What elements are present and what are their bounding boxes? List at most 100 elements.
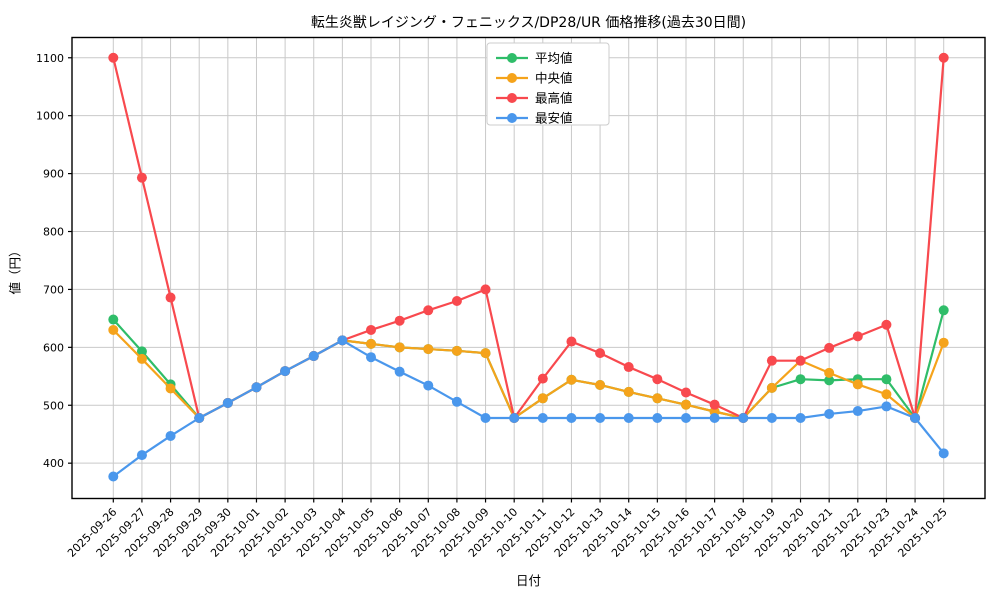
data-point-最安値: [824, 408, 835, 419]
series-line-平均値: [112, 309, 945, 420]
data-point-中央値: [623, 386, 634, 397]
data-point-最安値: [394, 366, 405, 377]
legend-label: 中央値: [535, 71, 573, 86]
data-point-平均値: [938, 305, 949, 316]
data-point-最高値: [366, 324, 377, 335]
data-point-最高値: [938, 52, 949, 63]
data-point-最高値: [480, 284, 491, 295]
legend-swatch-marker: [507, 93, 517, 103]
data-point-最安値: [136, 450, 147, 461]
data-point-中央値: [165, 383, 176, 394]
data-point-最安値: [881, 401, 892, 412]
data-point-中央値: [366, 338, 377, 349]
data-point-中央値: [766, 382, 777, 393]
data-point-最安値: [938, 448, 949, 459]
data-point-最安値: [222, 397, 233, 408]
legend-swatch-marker: [507, 53, 517, 63]
data-point-最高値: [136, 172, 147, 183]
data-point-中央値: [595, 379, 606, 390]
x-axis-label: 日付: [515, 573, 541, 588]
data-point-最安値: [766, 412, 777, 423]
data-point-最安値: [423, 380, 434, 391]
y-tick-label: 1000: [36, 110, 64, 123]
data-point-最安値: [366, 352, 377, 363]
y-tick-label: 1100: [36, 52, 64, 65]
data-point-最高値: [394, 315, 405, 326]
y-tick-label: 700: [43, 283, 64, 296]
data-point-最安値: [451, 396, 462, 407]
legend-box: [486, 42, 610, 126]
data-point-最安値: [595, 412, 606, 423]
chart-title: 転生炎獣レイジング・フェニックス/DP28/UR 価格推移(過去30日間): [310, 15, 747, 31]
data-point-最安値: [652, 412, 663, 423]
data-point-最高値: [652, 374, 663, 385]
data-point-最安値: [480, 412, 491, 423]
y-axis-label: 値（円）: [7, 244, 23, 295]
data-point-中央値: [136, 353, 147, 364]
data-point-最高値: [537, 373, 548, 384]
data-point-最安値: [566, 412, 577, 423]
legend-swatch-marker: [507, 113, 517, 123]
data-point-最高値: [795, 355, 806, 366]
data-point-平均値: [108, 314, 119, 325]
y-tick-label: 600: [43, 341, 64, 354]
data-point-最安値: [509, 412, 520, 423]
data-point-最安値: [680, 412, 691, 423]
data-point-最安値: [709, 412, 720, 423]
data-point-最高値: [852, 331, 863, 342]
legend-label: 最高値: [535, 91, 573, 106]
data-point-最安値: [165, 430, 176, 441]
data-point-最安値: [194, 412, 205, 423]
y-tick-label: 800: [43, 226, 64, 239]
data-point-中央値: [938, 337, 949, 348]
data-point-中央値: [824, 367, 835, 378]
data-point-中央値: [537, 393, 548, 404]
data-point-最高値: [623, 362, 634, 373]
data-point-中央値: [680, 399, 691, 410]
data-point-最安値: [738, 412, 749, 423]
data-point-最安値: [852, 406, 863, 417]
data-point-最高値: [824, 342, 835, 353]
data-point-中央値: [108, 324, 119, 335]
data-point-平均値: [795, 374, 806, 385]
plot-border: [71, 36, 986, 500]
data-point-最安値: [308, 351, 319, 362]
data-point-最高値: [881, 319, 892, 330]
data-point-最高値: [451, 296, 462, 307]
data-point-中央値: [652, 393, 663, 404]
y-tick-label: 400: [43, 457, 64, 470]
data-point-最安値: [251, 382, 262, 393]
data-point-中央値: [394, 342, 405, 353]
data-point-平均値: [136, 346, 147, 357]
data-point-最高値: [566, 336, 577, 347]
data-point-中央値: [852, 379, 863, 390]
data-point-最高値: [766, 355, 777, 366]
data-point-最安値: [337, 335, 348, 346]
data-point-最安値: [108, 471, 119, 482]
data-point-平均値: [824, 375, 835, 386]
data-point-中央値: [566, 374, 577, 385]
data-point-最安値: [795, 412, 806, 423]
data-point-最高値: [108, 52, 119, 63]
legend-label: 平均値: [535, 51, 573, 66]
data-point-中央値: [451, 345, 462, 356]
y-tick-label: 900: [43, 168, 64, 181]
data-point-最安値: [280, 366, 291, 377]
data-point-最高値: [680, 387, 691, 398]
data-point-最高値: [423, 305, 434, 316]
data-point-最高値: [595, 348, 606, 359]
data-point-中央値: [881, 389, 892, 400]
data-point-中央値: [423, 344, 434, 355]
y-tick-label: 500: [43, 399, 64, 412]
data-point-最安値: [537, 412, 548, 423]
legend-swatch-marker: [507, 73, 517, 83]
data-point-最高値: [165, 292, 176, 303]
data-point-中央値: [480, 348, 491, 359]
data-point-最高値: [709, 399, 720, 410]
data-point-平均値: [881, 374, 892, 385]
data-point-最安値: [910, 412, 921, 423]
data-point-最安値: [623, 412, 634, 423]
legend-label: 最安値: [535, 111, 573, 126]
